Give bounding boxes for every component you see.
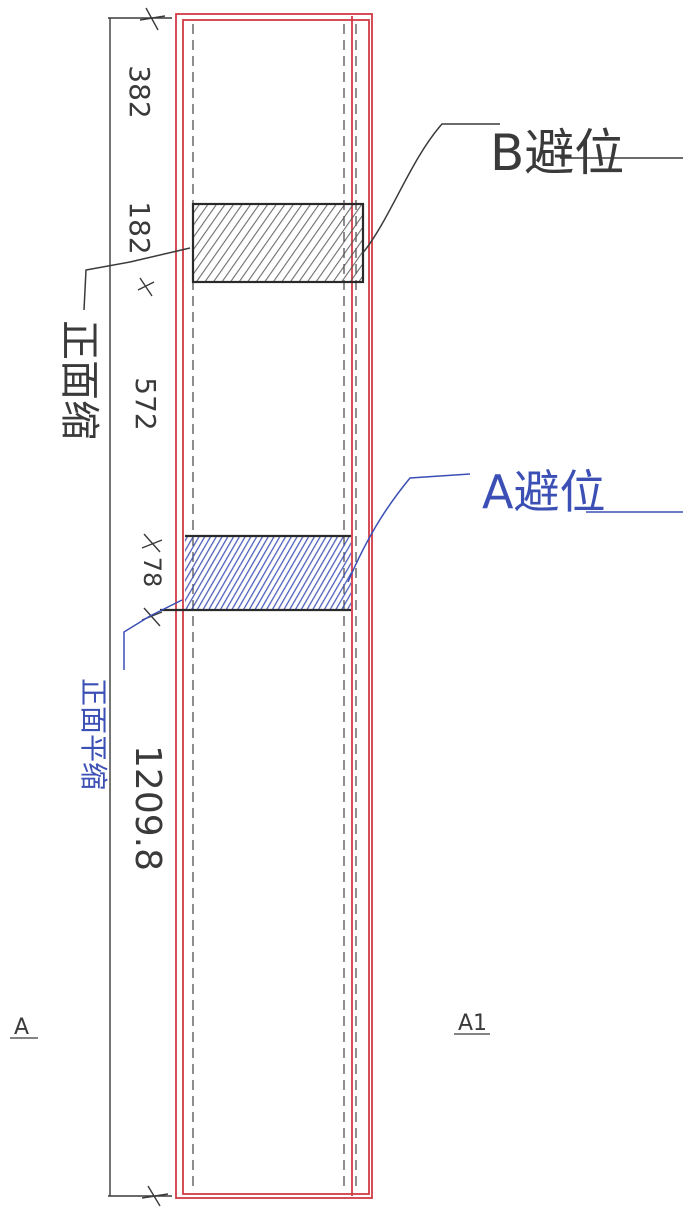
end-label-a: A <box>14 1015 29 1040</box>
dimension-label-182: 182 <box>123 201 156 254</box>
dimension-chain <box>108 7 172 1207</box>
dimension-label-572: 572 <box>129 377 162 430</box>
a-avoid-leader <box>347 473 471 583</box>
side-leader-black <box>83 247 191 311</box>
side-label-black: 正面缩 <box>56 320 102 440</box>
dimension-label-382: 382 <box>123 65 156 118</box>
bottom-tick-mark <box>141 1185 169 1207</box>
side-leader-blue <box>123 599 183 670</box>
a-avoid-region <box>160 534 351 612</box>
side-label-blue: 正面平缩 <box>77 678 110 790</box>
b-avoid-leader <box>361 123 500 255</box>
a-avoid-label: A避位 <box>482 465 605 519</box>
outer-rect-1 <box>175 13 373 1199</box>
top-tick-mark <box>139 7 166 31</box>
outer-rect-2 <box>182 19 370 1195</box>
tick-mark-1 <box>137 277 155 297</box>
tick-mark-2 <box>141 533 163 553</box>
end-label-a1: A1 <box>458 1011 487 1036</box>
b-avoid-label: B避位 <box>490 124 624 182</box>
dimension-label-1209-8: 1209.8 <box>127 745 168 871</box>
b-avoid-region <box>191 202 365 284</box>
dimension-label-78: 78 <box>138 557 166 588</box>
